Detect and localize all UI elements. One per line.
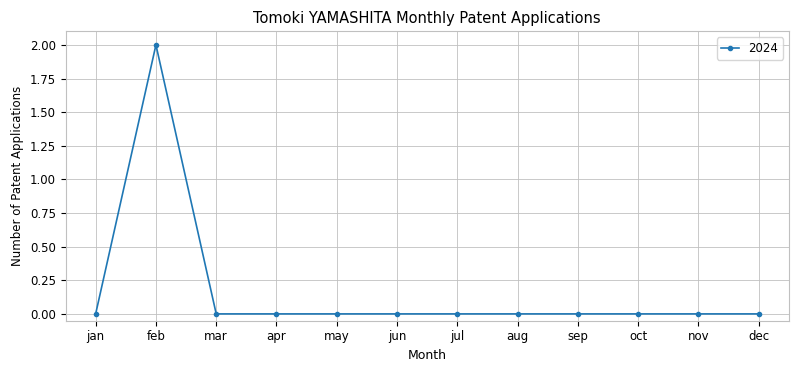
Legend: 2024: 2024 bbox=[717, 37, 783, 60]
2024 bbox=[332, 312, 342, 316]
2024 bbox=[573, 312, 582, 316]
2024 bbox=[392, 312, 402, 316]
Y-axis label: Number of Patent Applications: Number of Patent Applications bbox=[11, 86, 24, 266]
2024 bbox=[754, 312, 763, 316]
2024 bbox=[694, 312, 703, 316]
Title: Tomoki YAMASHITA Monthly Patent Applications: Tomoki YAMASHITA Monthly Patent Applicat… bbox=[254, 11, 601, 26]
2024 bbox=[211, 312, 221, 316]
X-axis label: Month: Month bbox=[408, 349, 446, 362]
Line: 2024: 2024 bbox=[94, 43, 761, 316]
2024 bbox=[453, 312, 462, 316]
2024 bbox=[91, 312, 101, 316]
2024 bbox=[272, 312, 282, 316]
2024 bbox=[151, 43, 161, 47]
2024 bbox=[513, 312, 522, 316]
2024 bbox=[634, 312, 643, 316]
